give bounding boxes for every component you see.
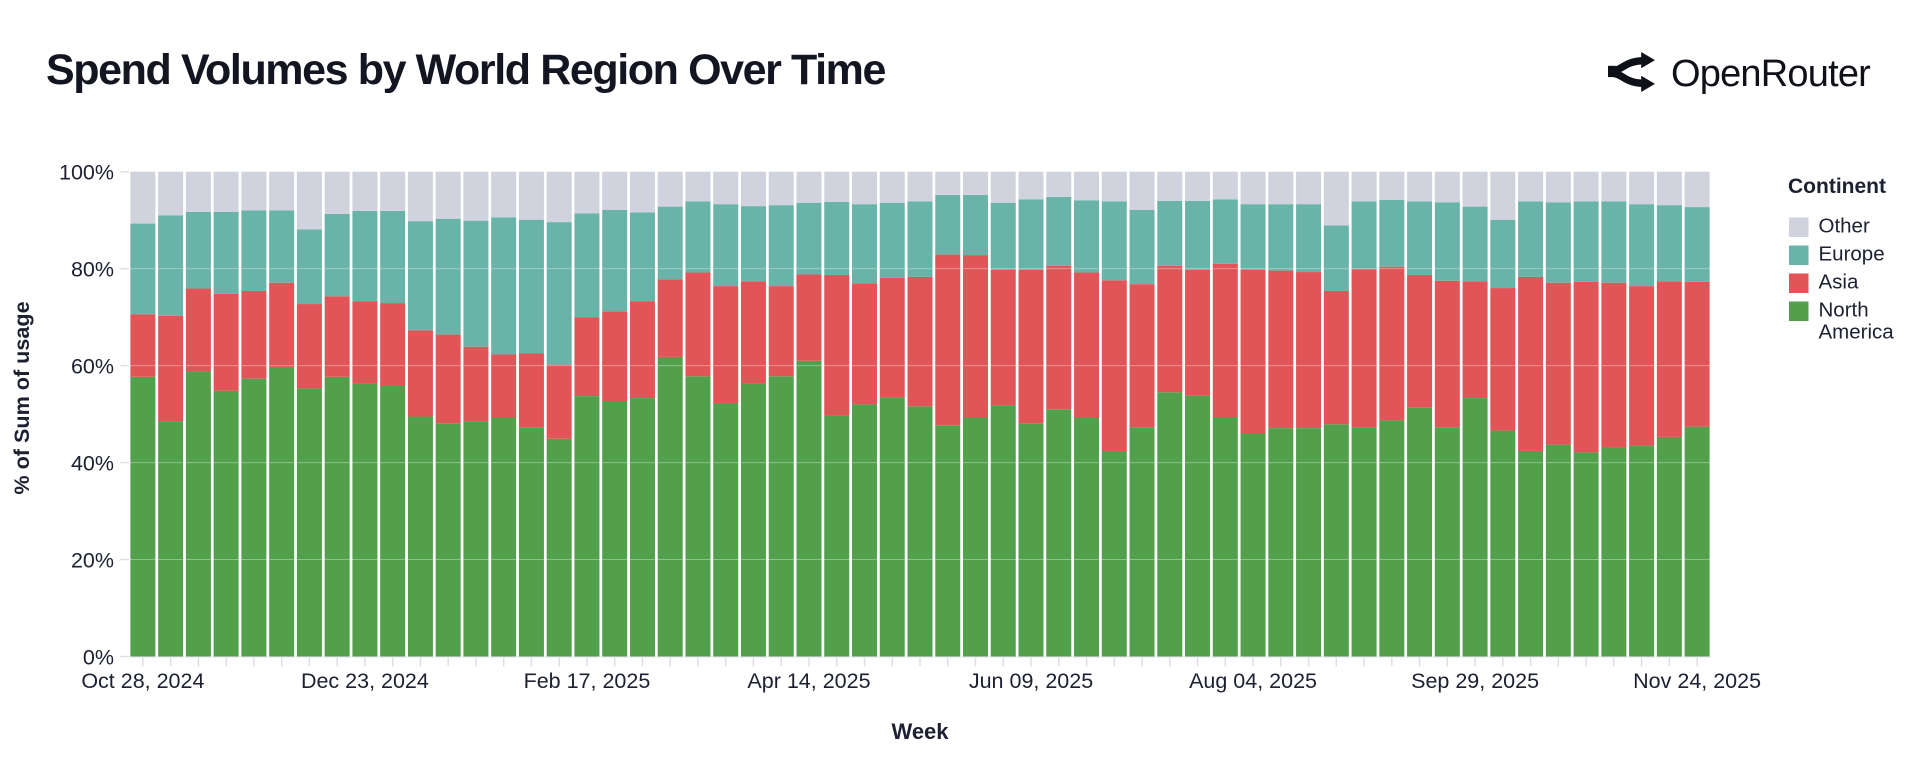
- svg-text:Aug 04, 2025: Aug 04, 2025: [1189, 669, 1317, 693]
- svg-text:Oct 28, 2024: Oct 28, 2024: [81, 669, 204, 693]
- svg-text:Feb 17, 2025: Feb 17, 2025: [524, 669, 651, 693]
- svg-text:Sep 29, 2025: Sep 29, 2025: [1411, 669, 1539, 693]
- svg-text:100%: 100%: [59, 161, 114, 185]
- svg-text:Apr 14, 2025: Apr 14, 2025: [747, 669, 870, 693]
- svg-text:20%: 20%: [71, 548, 114, 572]
- svg-text:80%: 80%: [71, 257, 114, 281]
- svg-text:Europe: Europe: [1819, 243, 1885, 266]
- svg-text:Jun 09, 2025: Jun 09, 2025: [969, 669, 1093, 693]
- svg-text:Dec 23, 2024: Dec 23, 2024: [301, 669, 429, 693]
- svg-text:Continent: Continent: [1788, 175, 1886, 198]
- svg-text:Other: Other: [1819, 215, 1870, 238]
- svg-text:0%: 0%: [83, 645, 114, 669]
- svg-text:America: America: [1819, 321, 1895, 344]
- svg-text:40%: 40%: [71, 451, 114, 475]
- svg-text:Asia: Asia: [1819, 271, 1859, 294]
- svg-text:60%: 60%: [71, 354, 114, 378]
- svg-text:Nov 24, 2025: Nov 24, 2025: [1633, 669, 1761, 693]
- svg-text:% of Sum of usage: % of Sum of usage: [9, 301, 34, 494]
- svg-text:North: North: [1819, 299, 1869, 322]
- svg-text:Week: Week: [891, 719, 949, 744]
